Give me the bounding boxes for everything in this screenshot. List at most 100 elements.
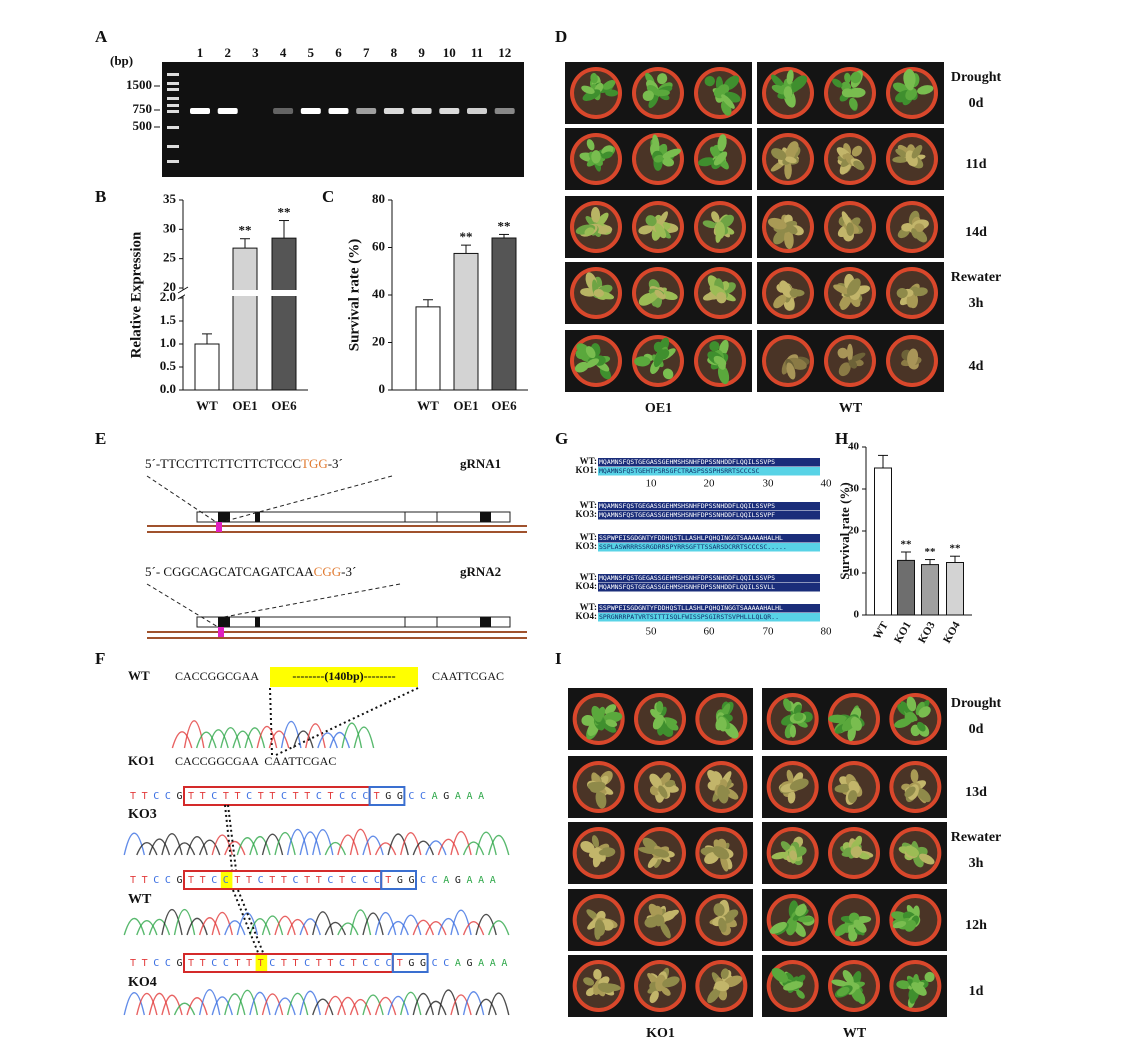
unit-label: (bp) <box>110 53 133 68</box>
trace-peak <box>412 840 435 856</box>
ruler-label: 30 <box>763 478 775 490</box>
leaf <box>911 144 923 159</box>
gel-band <box>300 108 321 114</box>
exon <box>480 617 491 627</box>
trace-peak <box>198 989 221 1016</box>
leaf <box>903 71 915 91</box>
bar <box>491 237 517 391</box>
leaf <box>602 80 616 90</box>
gel-band <box>494 108 515 114</box>
gel-band <box>356 108 377 114</box>
grna-name: gRNA2 <box>460 564 501 579</box>
y-tick-label: 1.5 <box>160 312 177 327</box>
panel-letter: A <box>95 27 108 46</box>
row-label: WT: <box>580 500 597 510</box>
trace-peak <box>437 838 460 856</box>
leaf <box>591 705 603 723</box>
exon <box>255 512 260 522</box>
trace-peak <box>183 720 205 749</box>
leaf <box>783 86 793 100</box>
pam-box <box>380 870 418 890</box>
base: A <box>443 875 455 886</box>
leaf <box>642 90 654 102</box>
panel-letter: H <box>835 429 848 448</box>
leaf <box>846 343 853 361</box>
base-calls: TTCTTCTTCTTCTCCC <box>188 791 374 802</box>
leaf <box>914 223 925 232</box>
alignment-bg <box>598 583 820 592</box>
leaf <box>654 289 665 300</box>
trace-peak <box>324 921 347 936</box>
leaf <box>583 977 595 986</box>
leaf <box>797 916 814 923</box>
leaf <box>771 74 785 90</box>
alignment-bg <box>598 534 820 543</box>
trace-peak <box>148 992 171 1016</box>
exon <box>255 617 260 627</box>
group-label: WT <box>839 401 863 416</box>
leaf <box>712 846 730 860</box>
alignment-bg <box>598 543 820 552</box>
base-calls: TTCTTCTTCTCCC <box>234 875 385 886</box>
trace-peak <box>224 920 246 936</box>
trace-peak <box>249 918 271 936</box>
y-tick-label: 30 <box>163 220 176 235</box>
y-tick-label: 0 <box>854 609 860 621</box>
base: T <box>339 875 351 886</box>
ladder-band <box>167 126 179 129</box>
trace-peak <box>412 993 435 1016</box>
lane-label: 3 <box>252 45 259 60</box>
trace-peak <box>123 917 146 936</box>
trace-peak <box>337 996 359 1016</box>
sequence: SSPLASWRRRSSRGDRRSPYRRSGFTTSSARSDCRRTSCC… <box>599 543 787 551</box>
leaf <box>654 223 667 239</box>
base: C <box>223 875 235 886</box>
row-label: KO4: <box>576 581 598 591</box>
leaf <box>590 72 598 84</box>
trace-peak <box>487 992 510 1016</box>
row-label: WT: <box>580 532 597 542</box>
base: T <box>258 958 270 969</box>
base: C <box>293 875 305 886</box>
x-tick-label: WT <box>417 398 439 413</box>
leaf <box>917 85 934 95</box>
y-tick-label: 2.0 <box>160 289 176 304</box>
leaf <box>647 856 658 868</box>
trace-peak <box>412 919 435 936</box>
trace-peak <box>148 918 171 936</box>
lane-label: 12 <box>498 45 511 60</box>
mutation-highlight <box>255 955 268 971</box>
trace-peak <box>400 914 422 936</box>
trace-peak <box>374 996 397 1016</box>
leaf <box>850 71 862 84</box>
leaf <box>704 75 715 87</box>
panel-letter: I <box>555 649 562 668</box>
bar <box>232 247 258 391</box>
bar <box>415 306 441 391</box>
leaf <box>906 696 917 712</box>
ruler-label: 20 <box>704 478 716 490</box>
leaf <box>789 778 809 791</box>
leaf <box>905 87 918 101</box>
row-label: KO3: <box>576 541 598 551</box>
base: C <box>408 791 420 802</box>
base: C <box>432 875 444 886</box>
leaf <box>707 987 721 1004</box>
seq-end: -3´ <box>341 564 356 579</box>
x-tick-label: KO1 <box>892 620 914 646</box>
trace-peak <box>312 829 334 856</box>
leaf <box>771 148 787 160</box>
base: T <box>246 958 258 969</box>
base: A <box>455 791 467 802</box>
trace-peak <box>268 730 290 749</box>
leaf <box>702 220 717 229</box>
deletion-highlight <box>270 667 418 687</box>
base: C <box>269 958 281 969</box>
leaf <box>853 160 865 171</box>
base-calls: CCAGAAA <box>420 875 501 886</box>
leaf <box>605 719 618 727</box>
leaf <box>584 227 595 236</box>
lane-label: 6 <box>335 45 342 60</box>
trace-peak <box>123 832 146 856</box>
alignment-bg <box>598 511 820 520</box>
